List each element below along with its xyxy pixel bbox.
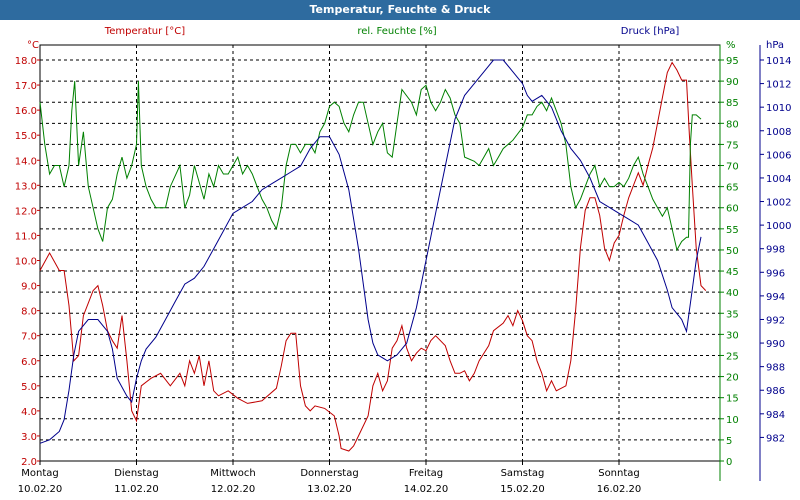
humidity-tick-label: 10 [726,415,739,426]
pressure-tick-label: 994 [766,292,785,303]
x-day-label: Freitag [409,468,443,479]
humidity-tick-label: 70 [726,162,739,173]
temperature-tick-label: 8.0 [21,307,37,318]
pressure-tick-label: 1014 [766,56,791,67]
temperature-tick-label: 16.0 [15,106,37,117]
humidity-tick-label: 25 [726,351,739,362]
humidity-tick-label: 20 [726,373,739,384]
temperature-tick-label: 11.0 [15,231,37,242]
pressure-tick-label: 1006 [766,150,791,161]
pressure-tick-label: 988 [766,363,785,374]
humidity-tick-label: 40 [726,288,739,299]
x-date-label: 14.02.20 [404,484,449,495]
temperature-tick-label: 5.0 [21,382,37,393]
humidity-tick-label: 35 [726,309,739,320]
pressure-tick-label: 990 [766,339,785,350]
series-line-pressure [39,59,702,444]
humidity-tick-label: 90 [726,77,739,88]
series-line-humidity [39,81,702,252]
temperature-tick-label: 15.0 [15,131,37,142]
temperature-tick-label: 3.0 [21,432,37,443]
temperature-tick-label: 13.0 [15,181,37,192]
x-date-label: 11.02.20 [114,484,159,495]
temperature-tick-label: 4.0 [21,407,37,418]
temperature-tick-label: 14.0 [15,156,37,167]
pressure-tick-label: 1012 [766,80,791,91]
pressure-tick-label: 992 [766,315,785,326]
temperature-tick-label: 17.0 [15,81,37,92]
pressure-tick-label: 1008 [766,127,791,138]
humidity-tick-label: 0 [726,457,732,468]
x-day-label: Sonntag [598,468,640,479]
humidity-tick-label: 5 [726,436,732,447]
legend-pressure: Druck [hPa] [621,26,680,37]
legend-humidity: rel. Feuchte [%] [357,26,436,37]
temperature-unit-label: °C [27,40,39,51]
humidity-tick-label: 80 [726,119,739,130]
pressure-tick-label: 998 [766,245,785,256]
x-day-label: Samstag [501,468,545,479]
pressure-unit-label: hPa [766,40,784,51]
humidity-tick-label: 30 [726,330,739,341]
x-date-label: 12.02.20 [211,484,256,495]
x-axis: Montag 10.02.20 Dienstag 11.02.20 Mittwoch 12… [18,461,642,495]
pressure-tick-label: 996 [766,268,785,279]
series-layer [39,59,707,452]
humidity-unit-label: % [726,40,736,51]
humidity-tick-label: 15 [726,394,739,405]
temperature-tick-label: 9.0 [21,282,37,293]
pressure-tick-label: 1010 [766,103,791,114]
x-date-label: 10.02.20 [18,484,63,495]
humidity-tick-label: 60 [726,204,739,215]
x-day-label: Montag [21,468,58,479]
plot-area [39,44,721,462]
humidity-tick-label: 75 [726,140,739,151]
humidity-tick-label: 95 [726,56,739,67]
humidity-tick-label: 55 [726,225,739,236]
x-date-label: 15.02.20 [500,484,545,495]
chart-title: Temperatur, Feuchte & Druck [0,0,800,20]
x-date-label: 13.02.20 [307,484,352,495]
grid-lines [40,45,720,462]
series-line-temperature [39,61,707,452]
humidity-tick-label: 65 [726,183,739,194]
pressure-tick-label: 982 [766,433,785,444]
pressure-tick-label: 984 [766,410,785,421]
pressure-tick-label: 1004 [766,174,791,185]
x-day-label: Dienstag [114,468,159,479]
pressure-tick-label: 1002 [766,198,791,209]
humidity-tick-label: 50 [726,246,739,257]
x-day-label: Mittwoch [210,468,255,479]
pressure-tick-label: 1000 [766,221,791,232]
temperature-tick-label: 6.0 [21,357,37,368]
x-date-label: 16.02.20 [597,484,642,495]
temperature-axis: 18.0 17.0 16.0 15.0 14.0 13.0 12.0 11.0 10.0 9.0 8… [15,56,40,468]
x-day-label: Donnerstag [300,468,358,479]
humidity-tick-label: 85 [726,98,739,109]
pressure-axis: 1014 1012 1010 1008 1006 1004 1002 1000 998 996 99… [759,45,791,481]
temperature-tick-label: 2.0 [21,457,37,468]
temperature-tick-label: 7.0 [21,332,37,343]
temperature-tick-label: 18.0 [15,56,37,67]
legend-temperature: Temperatur [°C] [104,26,185,37]
chart-canvas: °C % hPa Temperatur [°C] rel. Feuchte [%… [15,26,792,495]
humidity-tick-label: 45 [726,267,739,278]
temperature-tick-label: 12.0 [15,206,37,217]
pressure-tick-label: 986 [766,386,785,397]
temperature-tick-label: 10.0 [15,257,37,268]
